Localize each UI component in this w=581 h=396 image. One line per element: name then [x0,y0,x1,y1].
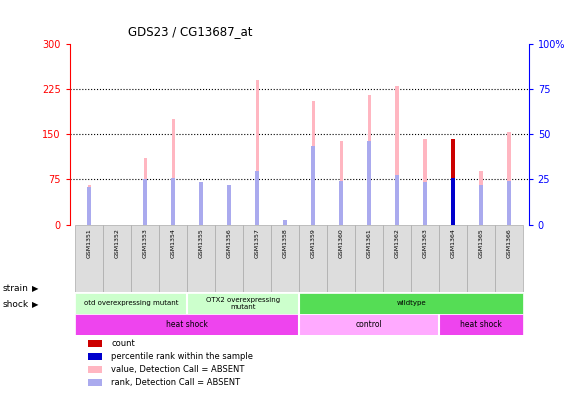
Text: count: count [111,339,135,348]
Text: GSM1354: GSM1354 [171,228,176,258]
Bar [507,132,511,225]
FancyBboxPatch shape [439,314,523,335]
Bar [171,177,175,225]
FancyBboxPatch shape [187,293,299,314]
Bar [451,177,456,225]
Bar [143,179,148,225]
FancyBboxPatch shape [327,225,355,293]
FancyBboxPatch shape [243,225,271,293]
FancyBboxPatch shape [439,225,467,293]
Text: GSM1351: GSM1351 [87,228,92,258]
Bar [283,220,288,225]
FancyBboxPatch shape [159,225,187,293]
FancyBboxPatch shape [76,293,187,314]
Bar [479,171,483,225]
Bar [256,80,259,225]
Bar [88,379,102,386]
Text: percentile rank within the sample: percentile rank within the sample [111,352,253,361]
FancyBboxPatch shape [299,225,327,293]
Text: heat shock: heat shock [460,320,502,329]
Text: GSM1357: GSM1357 [254,228,260,258]
Bar [339,181,343,225]
Bar [396,86,399,225]
Bar [144,158,147,225]
Text: GSM1360: GSM1360 [339,228,344,258]
Bar [368,95,371,225]
Text: GSM1363: GSM1363 [422,228,428,258]
Text: GSM1366: GSM1366 [507,228,512,258]
Text: GSM1358: GSM1358 [283,228,288,258]
Bar [200,184,203,225]
Bar [199,182,203,225]
FancyBboxPatch shape [383,225,411,293]
Text: ▶: ▶ [32,301,38,309]
Text: GSM1356: GSM1356 [227,228,232,258]
Text: ▶: ▶ [32,284,38,293]
Bar [507,181,511,225]
Text: GSM1359: GSM1359 [311,228,315,258]
Text: GSM1362: GSM1362 [394,228,400,258]
FancyBboxPatch shape [355,225,383,293]
FancyBboxPatch shape [299,314,439,335]
Bar [88,340,102,347]
Bar [255,171,259,225]
Bar [451,139,455,225]
Text: rank, Detection Call = ABSENT: rank, Detection Call = ABSENT [111,378,240,387]
Text: GSM1365: GSM1365 [479,228,483,258]
FancyBboxPatch shape [411,225,439,293]
Bar [228,187,231,225]
Text: GSM1355: GSM1355 [199,228,204,258]
FancyBboxPatch shape [187,225,215,293]
FancyBboxPatch shape [215,225,243,293]
Text: wildtype: wildtype [396,300,426,306]
Text: GDS23 / CG13687_at: GDS23 / CG13687_at [128,25,252,38]
FancyBboxPatch shape [467,225,495,293]
Text: OTX2 overexpressing
mutant: OTX2 overexpressing mutant [206,297,280,310]
Bar [88,353,102,360]
Text: GSM1361: GSM1361 [367,228,372,258]
Bar [395,175,399,225]
Bar [423,182,427,225]
Bar [171,119,175,225]
Bar [311,146,315,225]
FancyBboxPatch shape [495,225,523,293]
Text: shock: shock [3,301,29,309]
Text: control: control [356,320,382,329]
Bar [339,141,343,225]
Text: GSM1364: GSM1364 [451,228,456,258]
Bar [88,366,102,373]
FancyBboxPatch shape [76,314,299,335]
Text: value, Detection Call = ABSENT: value, Detection Call = ABSENT [111,365,245,374]
FancyBboxPatch shape [131,225,159,293]
Text: otd overexpressing mutant: otd overexpressing mutant [84,300,178,306]
FancyBboxPatch shape [299,293,523,314]
Bar [479,185,483,225]
Text: GSM1353: GSM1353 [143,228,148,258]
Text: strain: strain [3,284,29,293]
Bar [227,185,231,225]
Bar [87,187,91,225]
FancyBboxPatch shape [271,225,299,293]
Bar [88,185,91,225]
Bar [367,141,371,225]
FancyBboxPatch shape [103,225,131,293]
FancyBboxPatch shape [76,225,103,293]
Bar [311,101,315,225]
Bar [424,139,427,225]
Text: heat shock: heat shock [166,320,208,329]
Text: GSM1352: GSM1352 [115,228,120,258]
